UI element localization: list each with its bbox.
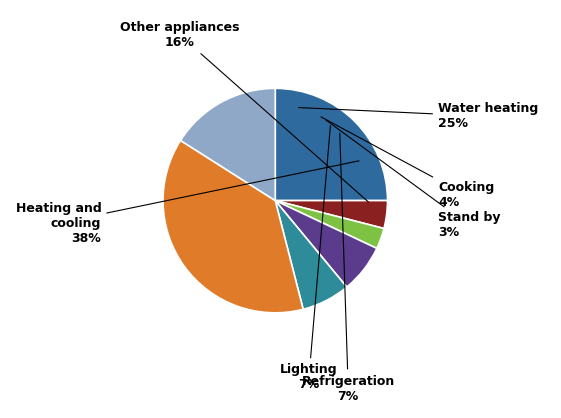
Text: Stand by
3%: Stand by 3%: [326, 120, 500, 239]
Text: Heating and
cooling
38%: Heating and cooling 38%: [16, 161, 359, 245]
Text: Other appliances
16%: Other appliances 16%: [120, 21, 369, 202]
Wedge shape: [275, 88, 388, 201]
Wedge shape: [181, 88, 275, 201]
Text: Refrigeration
7%: Refrigeration 7%: [302, 133, 395, 403]
Wedge shape: [275, 201, 377, 287]
Text: Cooking
4%: Cooking 4%: [321, 117, 494, 209]
Text: Lighting
7%: Lighting 7%: [280, 126, 338, 391]
Wedge shape: [275, 201, 347, 309]
Text: Water heating
25%: Water heating 25%: [298, 102, 538, 130]
Wedge shape: [275, 201, 384, 248]
Wedge shape: [163, 140, 303, 313]
Wedge shape: [275, 201, 388, 229]
